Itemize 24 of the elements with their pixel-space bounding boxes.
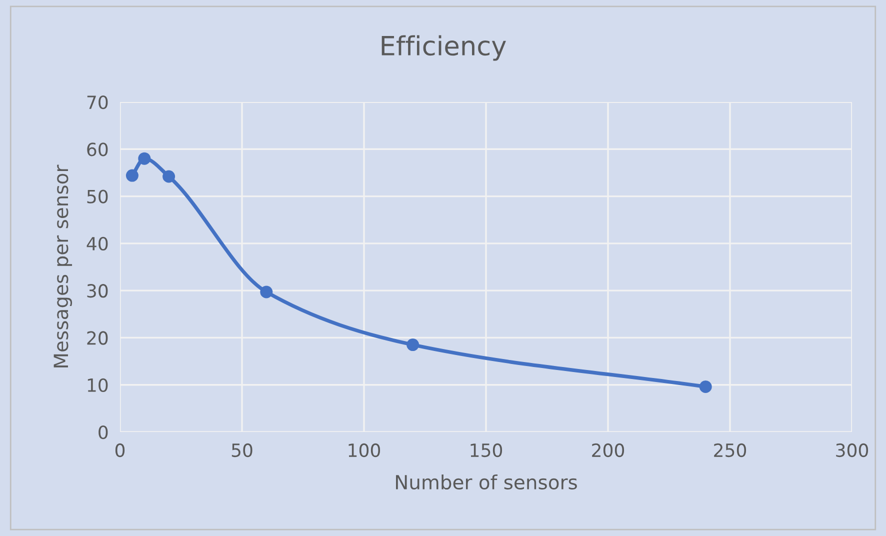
chart-title: Efficiency [382, 35, 506, 61]
point [162, 170, 176, 183]
x-tick-label: 300 [836, 443, 868, 458]
y-tick-label: 0 [98, 425, 108, 440]
y-axis-title: Messages per sensor [54, 164, 72, 368]
point [406, 338, 420, 352]
y-tick-label: 70 [87, 95, 108, 110]
y-tick-label: 40 [86, 236, 108, 251]
y-tick-label: 30 [87, 284, 108, 298]
y-tick-label: 10 [88, 378, 108, 392]
point [138, 152, 151, 165]
y-tick-label: 50 [87, 190, 108, 204]
x-tick-label: 100 [348, 443, 380, 458]
y-tick-label: 60 [87, 142, 108, 156]
x-tick-label: 50 [232, 443, 252, 458]
x-tick-label: 200 [592, 443, 624, 458]
point [260, 286, 273, 298]
point [126, 169, 138, 182]
x-tick-label: 150 [470, 443, 502, 458]
y-tick-label: 20 [87, 331, 108, 345]
point [699, 380, 712, 393]
x-axis-title: Number of sensors [396, 474, 577, 490]
x-tick-label: 250 [714, 443, 746, 458]
x-tick-label: 0 [115, 443, 125, 458]
